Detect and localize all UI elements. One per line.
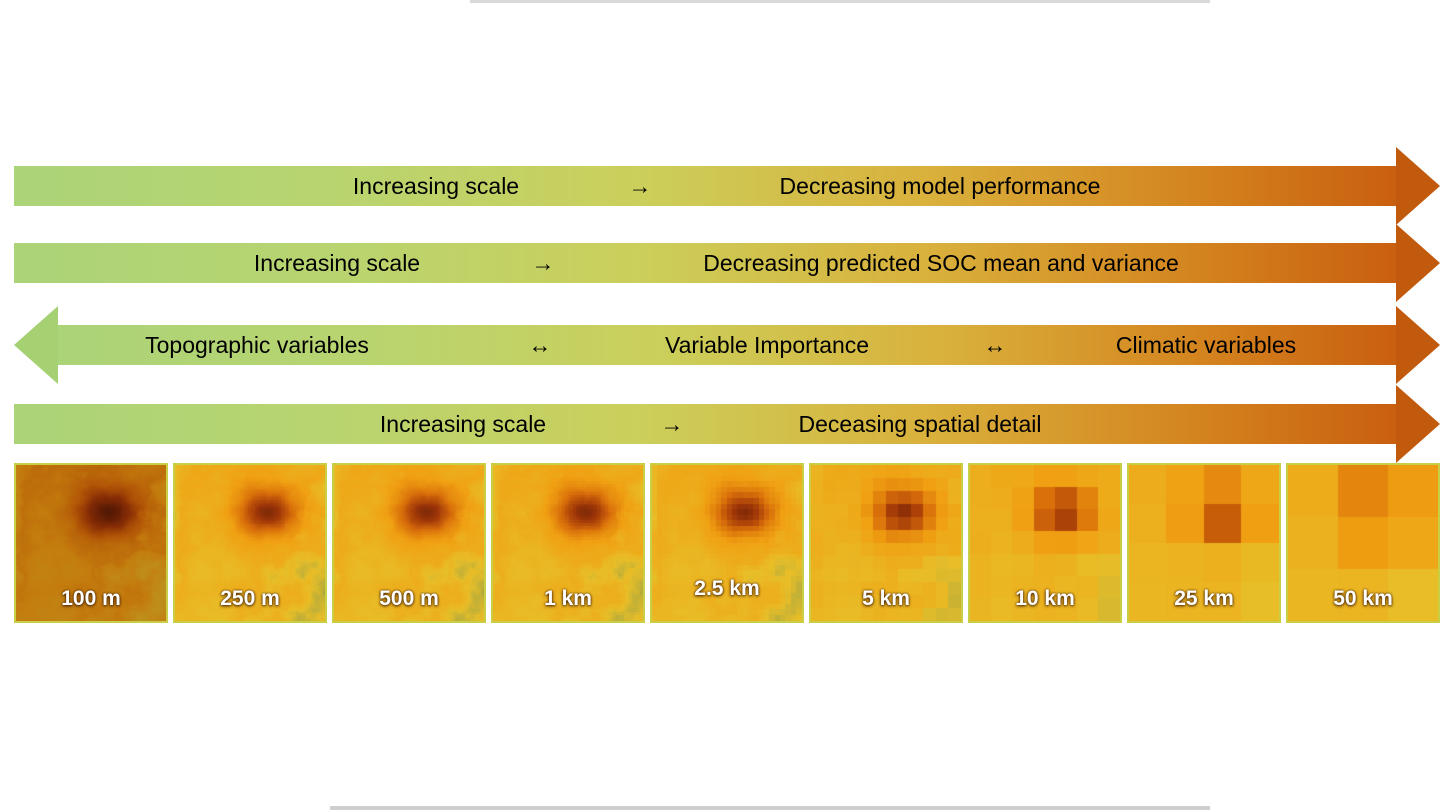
right-arrowhead-icon [1396,385,1440,463]
arrow-label: Decreasing predicted SOC mean and varian… [703,250,1179,276]
map-scale-label: 100 m [61,587,121,610]
right-arrow-glyph-icon: → [628,173,652,199]
map-scale-label: 50 km [1333,587,1393,610]
arrow-label: Decreasing model performance [779,173,1101,199]
map-scale-label: 250 m [220,587,280,610]
right-arrow-glyph-icon: → [660,411,684,437]
map-tile-10km: 10 km [968,463,1122,623]
map-tile-1km: 1 km [491,463,645,623]
arrow-label: Deceasing spatial detail [798,411,1042,437]
map-strip: 100 m 250 m 500 m 1 km 2.5 km 5 km 10 km [14,463,1440,623]
double-arrow-glyph-icon: ↔ [528,332,552,358]
arrow-gradient-bar [58,325,1396,365]
arrow-label: Variable Importance [664,332,870,358]
map-scale-label: 10 km [1015,587,1075,610]
soc-map-canvas [175,465,325,621]
soc-map-canvas [493,465,643,621]
map-scale-label: 1 km [544,587,592,610]
right-arrowhead-icon [1396,224,1440,302]
right-arrowhead-icon [1396,306,1440,384]
map-tile-2-5km: 2.5 km [650,463,804,623]
arrow-label: Increasing scale [379,411,547,437]
map-tile-100m: 100 m [14,463,168,623]
arrow-label: Climatic variables [1115,332,1297,358]
arrow-gradient-bar [14,404,1396,444]
soc-map-canvas [811,465,961,621]
arrow-soc-mean-variance: Increasing scale → Decreasing predicted … [14,224,1440,302]
arrow-model-performance: Increasing scale → Decreasing model perf… [14,147,1440,225]
soc-map-canvas [334,465,484,621]
soc-map-canvas [970,465,1120,621]
map-tile-50km: 50 km [1286,463,1440,623]
left-arrowhead-icon [14,306,58,384]
arrow-label: Increasing scale [352,173,520,199]
map-tile-500m: 500 m [332,463,486,623]
map-tile-250m: 250 m [173,463,327,623]
soc-map-canvas [1129,465,1279,621]
map-scale-label: 500 m [379,587,439,610]
map-scale-label: 25 km [1174,587,1234,610]
map-tile-25km: 25 km [1127,463,1281,623]
arrow-gradient-bar [14,243,1396,283]
top-edge-line [470,0,1210,3]
arrow-spatial-detail: Increasing scale → Deceasing spatial det… [14,385,1440,463]
map-scale-label: 5 km [862,587,910,610]
map-scale-label: 2.5 km [694,577,760,600]
right-arrowhead-icon [1396,147,1440,225]
arrow-label: Topographic variables [145,332,369,358]
arrow-label: Increasing scale [253,250,421,276]
soc-map-canvas [1288,465,1438,621]
map-tile-5km: 5 km [809,463,963,623]
soc-map-canvas [652,465,802,621]
arrow-gradient-bar [14,166,1396,206]
soc-map-canvas [16,465,166,621]
arrow-variable-importance: Topographic variables ↔ Variable Importa… [14,306,1440,384]
bottom-edge-line [330,806,1210,810]
double-arrow-glyph-icon: ↔ [983,332,1007,358]
right-arrow-glyph-icon: → [531,250,555,276]
